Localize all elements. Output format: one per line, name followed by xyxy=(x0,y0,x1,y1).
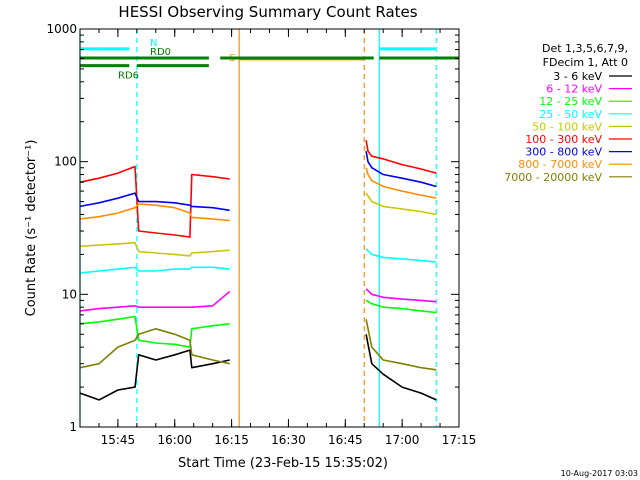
series-line xyxy=(365,288,437,303)
series-line xyxy=(79,203,230,222)
y-tick-label: 10 xyxy=(62,287,77,301)
x-tick-label: 17:00 xyxy=(385,433,420,447)
flag-bar-n: N xyxy=(80,38,436,51)
x-tick-label: 16:00 xyxy=(157,433,192,447)
legend-label: 100 - 300 keV xyxy=(525,133,602,146)
legend-label: 6 - 12 keV xyxy=(546,83,602,96)
series-3 xyxy=(79,248,437,274)
series-5 xyxy=(79,140,437,238)
chart-title: HESSI Observing Summary Count Rates xyxy=(118,3,417,21)
series-line xyxy=(365,192,437,216)
flag-bar-label: RD6 xyxy=(118,71,139,82)
x-tick-label: 17:15 xyxy=(442,433,477,447)
legend-header-line-2: FDecim 1, Att 0 xyxy=(543,56,628,69)
x-tick-label: 16:30 xyxy=(271,433,306,447)
series-1 xyxy=(79,288,437,312)
legend-label: 25 - 50 keV xyxy=(539,108,602,121)
series-4 xyxy=(79,192,437,257)
series-line xyxy=(79,290,231,312)
axis-ticks: 1 10 100 1000 15:45 16:00 16:15 16:30 16:45 17:00… xyxy=(46,22,476,447)
series-line xyxy=(365,140,437,174)
series-line xyxy=(79,266,230,274)
timestamp: 10-Aug-2017 03:03 xyxy=(561,469,638,478)
legend-label: 800 - 7000 keV xyxy=(518,158,602,171)
series-line xyxy=(365,167,437,199)
flag-bar-label: RD0 xyxy=(150,47,171,58)
series-line xyxy=(365,334,437,401)
y-tick-label: 1000 xyxy=(46,22,77,36)
series-6 xyxy=(79,151,437,212)
series-2 xyxy=(79,299,437,348)
series-7 xyxy=(79,167,437,222)
legend-label: 12 - 25 keV xyxy=(539,95,602,108)
flag-bar-label: N xyxy=(150,38,157,49)
series-line xyxy=(79,315,230,348)
series-line xyxy=(79,241,230,257)
y-axis-label: Count Rate (s⁻¹ detector⁻¹) xyxy=(24,140,39,317)
plot-marks: NSRD0RD6 xyxy=(79,29,459,427)
flag-bar-rd0: RD0 xyxy=(80,47,459,60)
legend-header-line-1: Det 1,3,5,6,7,9, xyxy=(542,42,628,55)
series-line xyxy=(365,151,437,188)
y-tick-label: 100 xyxy=(54,155,77,169)
series-line xyxy=(365,319,437,371)
series-line xyxy=(79,165,230,238)
series-8 xyxy=(79,319,437,371)
series-0 xyxy=(79,334,437,401)
legend-label: 50 - 100 keV xyxy=(532,120,602,133)
x-tick-label: 16:45 xyxy=(328,433,363,447)
x-tick-label: 15:45 xyxy=(101,433,136,447)
legend-label: 3 - 6 keV xyxy=(553,70,602,83)
legend-label: 7000 - 20000 keV xyxy=(504,171,602,184)
x-axis-label: Start Time (23-Feb-15 15:35:02) xyxy=(178,456,388,471)
series-line xyxy=(365,299,437,314)
flag-bar-rd6: RD6 xyxy=(80,64,209,82)
y-tick-label: 1 xyxy=(69,420,77,434)
series-line xyxy=(365,248,437,263)
legend-label: 300 - 800 keV xyxy=(525,146,602,159)
x-tick-label: 16:15 xyxy=(214,433,249,447)
series-line xyxy=(79,349,230,401)
series-line xyxy=(79,192,230,212)
series-line xyxy=(79,327,230,369)
